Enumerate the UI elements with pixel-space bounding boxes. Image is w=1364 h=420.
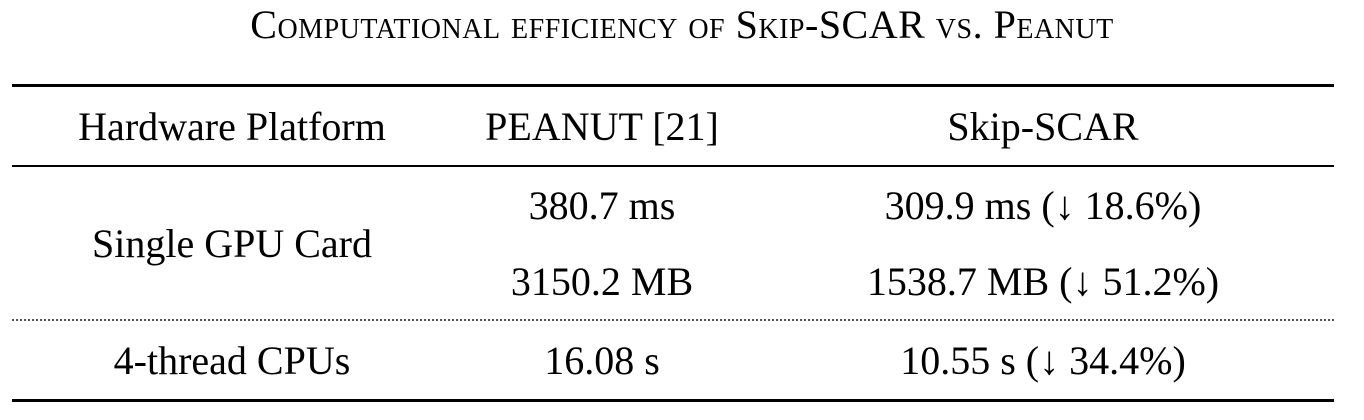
dotted-separator bbox=[12, 319, 1334, 321]
header-skip-scar: Skip-SCAR bbox=[947, 103, 1139, 149]
cpu-peanut-time: 16.08 s bbox=[544, 337, 660, 383]
header-rule bbox=[12, 165, 1334, 167]
efficiency-table: Hardware Platform PEANUT [21] Skip-SCAR … bbox=[12, 84, 1334, 402]
header-peanut: PEANUT [21] bbox=[485, 103, 719, 149]
table-caption: Computational efficiency of Skip-SCAR vs… bbox=[250, 2, 1114, 47]
gpu-peanut-memory: 3150.2 MB bbox=[510, 258, 694, 304]
cpu-skip-scar-time: 10.55 s (↓ 34.4%) bbox=[900, 337, 1186, 383]
gpu-peanut-stack: 380.7 ms 3150.2 MB bbox=[452, 167, 752, 319]
gpu-skip-scar-memory: 1538.7 MB (↓ 51.2%) bbox=[866, 258, 1220, 304]
gpu-platform-cell: Single GPU Card bbox=[92, 220, 372, 266]
header-row: Hardware Platform PEANUT [21] Skip-SCAR bbox=[12, 87, 1334, 165]
gpu-skip-scar-stack: 309.9 ms (↓ 18.6%) 1538.7 MB (↓ 51.2%) bbox=[752, 167, 1334, 319]
gpu-peanut-time: 380.7 ms bbox=[528, 182, 676, 228]
top-rule bbox=[12, 84, 1334, 87]
cpu-platform-cell: 4-thread CPUs bbox=[113, 337, 351, 383]
gpu-row-group: Single GPU Card 380.7 ms 3150.2 MB 309.9… bbox=[12, 167, 1334, 319]
gpu-skip-scar-time: 309.9 ms (↓ 18.6%) bbox=[884, 182, 1202, 228]
bottom-rule bbox=[12, 399, 1334, 402]
cpu-row: 4-thread CPUs 16.08 s 10.55 s (↓ 34.4%) bbox=[12, 321, 1334, 399]
header-hardware-platform: Hardware Platform bbox=[78, 103, 386, 149]
